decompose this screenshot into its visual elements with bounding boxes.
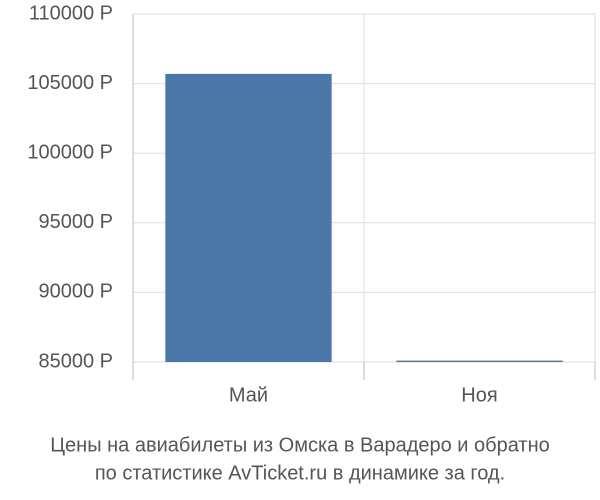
x-tick-label: Ноя bbox=[461, 384, 497, 406]
chart-title: Цены на авиабилеты из Омска в Варадеро и… bbox=[50, 434, 550, 456]
bar bbox=[396, 360, 563, 362]
y-tick-label: 95000 Р bbox=[38, 211, 113, 233]
bar bbox=[165, 73, 332, 362]
y-tick-label: 90000 Р bbox=[38, 281, 113, 303]
y-tick-label: 100000 Р bbox=[27, 141, 113, 163]
x-tick-label: Май bbox=[229, 384, 268, 406]
y-tick-label: 110000 Р bbox=[29, 2, 113, 24]
y-tick-label: 105000 Р bbox=[27, 72, 113, 94]
chart-title: по статистике AvTicket.ru в динамике за … bbox=[95, 462, 505, 484]
y-tick-label: 85000 Р bbox=[38, 350, 113, 372]
